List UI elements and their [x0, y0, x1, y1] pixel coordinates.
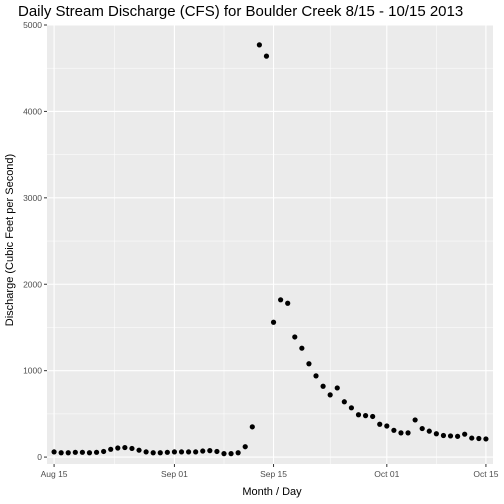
data-point [469, 435, 475, 441]
data-point [341, 399, 347, 405]
x-tick-label: Sep 15 [260, 469, 287, 479]
data-point [419, 425, 425, 432]
data-point [200, 448, 206, 454]
data-point [299, 345, 305, 351]
data-point [292, 334, 298, 340]
data-point [228, 451, 234, 457]
data-point [263, 53, 270, 59]
data-point [221, 451, 227, 457]
data-point [391, 427, 397, 433]
data-point [157, 450, 163, 456]
data-point [101, 448, 107, 455]
x-axis: Aug 15 Sep 01 Sep 15 Oct 01 Oct 15 [41, 464, 499, 479]
data-point [79, 449, 85, 455]
data-point [462, 431, 468, 437]
data-point [334, 385, 340, 391]
data-point [256, 42, 262, 48]
data-point [476, 435, 482, 442]
data-point [370, 413, 376, 420]
x-tick-label: Sep 01 [161, 469, 188, 479]
x-axis-label: Month / Day [242, 486, 302, 498]
data-point [193, 449, 199, 455]
data-point [483, 436, 489, 442]
data-point [327, 392, 333, 398]
data-point [242, 444, 248, 450]
data-point [86, 450, 93, 456]
data-points [51, 42, 489, 457]
data-point [285, 300, 291, 306]
data-point [143, 449, 149, 455]
data-point [129, 445, 135, 452]
data-point [405, 430, 411, 436]
data-point [136, 447, 142, 453]
data-point [171, 449, 178, 455]
data-point [348, 405, 355, 411]
y-tick-label: 3000 [23, 193, 42, 203]
data-point [433, 431, 439, 437]
data-point [207, 448, 213, 454]
data-point [93, 449, 100, 455]
y-tick-label: 0 [37, 452, 42, 462]
data-point [270, 319, 277, 325]
grid-lines [47, 24, 493, 464]
x-tick-label: Aug 15 [41, 469, 68, 479]
data-point [377, 421, 383, 427]
data-point [235, 450, 241, 456]
data-point [65, 450, 71, 456]
data-point [51, 449, 57, 455]
data-point [398, 430, 404, 436]
y-tick-label: 2000 [23, 279, 42, 289]
y-tick-label: 5000 [23, 20, 42, 30]
data-point [72, 449, 78, 455]
data-point [306, 361, 312, 367]
data-point [178, 449, 185, 455]
data-point [412, 417, 418, 423]
data-point [313, 373, 319, 379]
data-point [426, 428, 432, 434]
data-point [278, 297, 284, 303]
data-point [447, 433, 454, 439]
data-point [440, 432, 447, 439]
data-point [355, 412, 362, 418]
data-point [249, 424, 255, 430]
data-point [362, 413, 369, 419]
data-point [150, 450, 156, 456]
data-point [384, 423, 390, 429]
y-axis-label: Discharge (Cubic Feet per Second) [4, 154, 16, 326]
data-point [108, 446, 114, 452]
x-tick-label: Oct 15 [473, 469, 498, 479]
data-point [122, 444, 128, 451]
data-point [164, 449, 170, 455]
data-point [214, 448, 220, 455]
data-point [320, 383, 326, 389]
plot-panel [47, 25, 493, 464]
data-point [58, 450, 64, 456]
x-tick-label: Oct 01 [374, 469, 399, 479]
y-tick-label: 1000 [23, 366, 42, 376]
y-tick-label: 4000 [23, 106, 42, 116]
data-point [185, 449, 192, 455]
data-point [115, 445, 121, 451]
chart-title: Daily Stream Discharge (CFS) for Boulder… [18, 3, 463, 20]
data-point [455, 433, 461, 439]
y-axis: 0 1000 2000 3000 4000 5000 [23, 20, 47, 462]
